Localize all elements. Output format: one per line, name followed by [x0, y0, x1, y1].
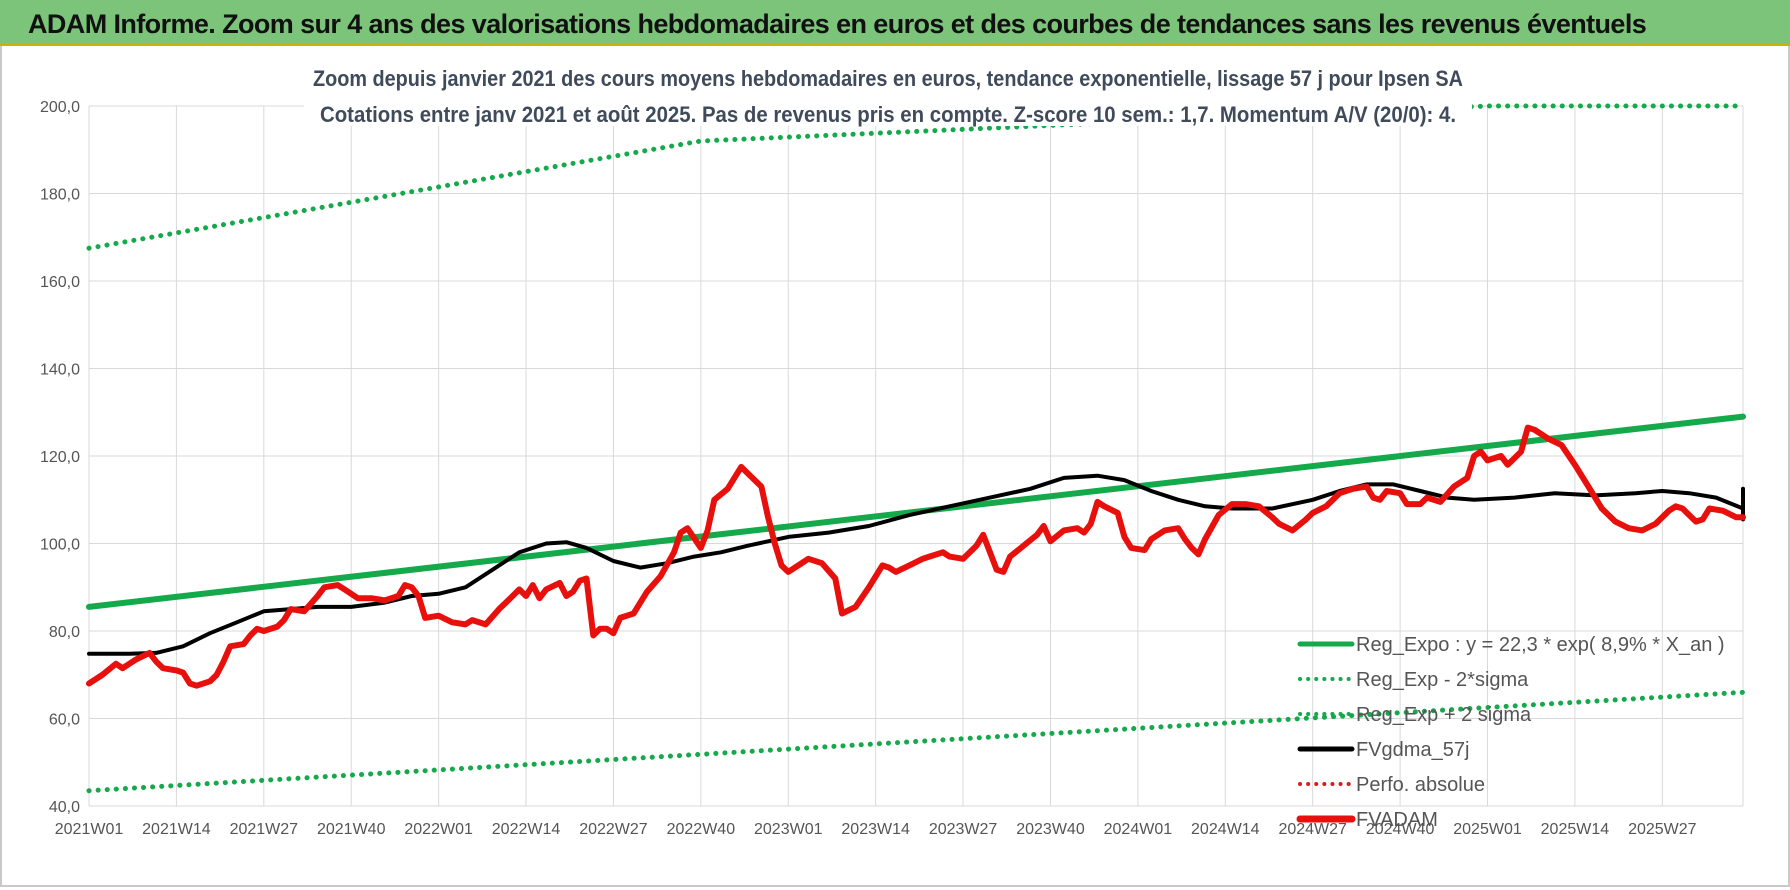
x-tick-label: 2022W01 — [404, 821, 473, 838]
legend-label: Reg_Exp + 2 sigma — [1356, 704, 1532, 726]
x-tick-label: 2023W14 — [841, 821, 910, 838]
series-line-5 — [86, 424, 1746, 689]
line-chart: 40,0 60,0 80,0 100,0 120,0 140,0 160,0 180,0 200… — [40, 56, 1746, 838]
legend-label: FVADAM — [1356, 809, 1438, 831]
legend-label: Reg_Exp - 2*sigma — [1356, 669, 1529, 691]
series-line-1 — [86, 689, 1746, 794]
x-tick-label: 2021W14 — [142, 821, 211, 838]
y-tick-label: 180,0 — [40, 187, 80, 204]
x-tick-label: 2024W01 — [1104, 821, 1173, 838]
x-axis-ticks: 2021W01 2021W14 2021W27 2021W40 2022W01 2022W… — [55, 821, 1697, 838]
banner-title: ADAM Informe. Zoom sur 4 ans des valoris… — [28, 9, 1647, 39]
x-tick-label: 2025W01 — [1453, 821, 1522, 838]
x-tick-label: 2024W27 — [1278, 821, 1347, 838]
y-tick-label: 100,0 — [40, 537, 80, 554]
chart-series — [86, 103, 1746, 794]
x-tick-label: 2023W01 — [754, 821, 823, 838]
x-tick-label: 2021W27 — [230, 821, 299, 838]
y-axis-ticks: 40,0 60,0 80,0 100,0 120,0 140,0 160,0 180,0 200… — [40, 99, 80, 816]
y-tick-label: 120,0 — [40, 449, 80, 466]
x-tick-label: 2024W14 — [1191, 821, 1260, 838]
y-tick-label: 80,0 — [49, 624, 80, 641]
chart-legend: Reg_Expo : y = 22,3 * exp( 8,9% * X_an )… — [1296, 634, 1725, 831]
legend-label: Reg_Expo : y = 22,3 * exp( 8,9% * X_an ) — [1356, 634, 1725, 656]
x-tick-label: 2023W40 — [1016, 821, 1085, 838]
x-tick-label: 2021W40 — [317, 821, 386, 838]
legend-label: Perfo. absolue — [1356, 774, 1485, 796]
x-tick-label: 2022W14 — [492, 821, 561, 838]
y-tick-label: 160,0 — [40, 274, 80, 291]
y-tick-label: 40,0 — [49, 799, 80, 816]
chart-frame: 40,0 60,0 80,0 100,0 120,0 140,0 160,0 180,0 200… — [0, 46, 1790, 887]
series-line-2 — [86, 103, 1746, 251]
x-tick-label: 2025W14 — [1541, 821, 1610, 838]
x-tick-label: 2024W40 — [1366, 821, 1435, 838]
y-tick-label: 200,0 — [40, 99, 80, 116]
x-tick-label: 2023W27 — [929, 821, 998, 838]
chart-title-line1: Zoom depuis janvier 2021 des cours moyen… — [313, 66, 1463, 91]
title-backdrop — [304, 56, 1472, 126]
chart-title-line2: Cotations entre janv 2021 et août 2025. … — [320, 102, 1456, 127]
x-tick-label: 2022W40 — [667, 821, 736, 838]
y-tick-label: 140,0 — [40, 362, 80, 379]
top-banner: ADAM Informe. Zoom sur 4 ans des valoris… — [0, 0, 1790, 46]
legend-label: FVgdma_57j — [1356, 739, 1469, 761]
x-tick-label: 2025W27 — [1628, 821, 1697, 838]
x-tick-label: 2022W27 — [579, 821, 648, 838]
x-tick-label: 2021W01 — [55, 821, 124, 838]
y-tick-label: 60,0 — [49, 712, 80, 729]
